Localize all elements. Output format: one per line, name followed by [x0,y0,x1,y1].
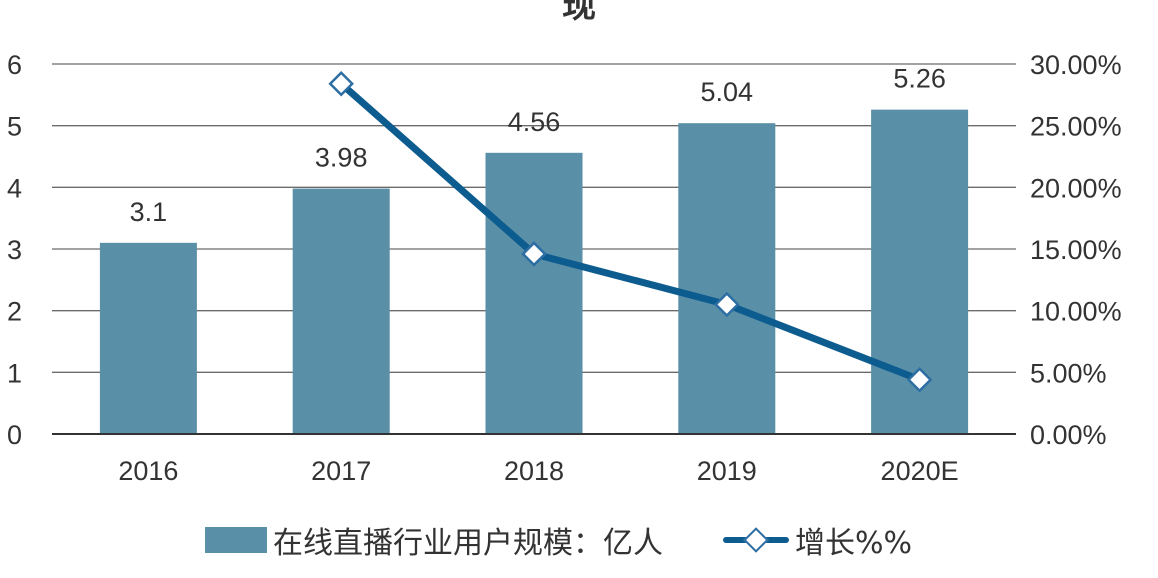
bar [292,188,390,434]
bar-value-label: 5.26 [893,64,946,94]
x-tick-label: 2017 [311,456,371,486]
legend: 在线直播行业用户规模：亿人 增长%% [205,518,912,562]
diamond-marker-icon [714,291,740,318]
right-axis: 0.00% 5.00% 10.00% 15.00% 20.00% 25.00% 30.00% [1030,50,1122,450]
legend-item-line: 增长%% [663,518,912,562]
diamond-marker-icon [521,241,547,267]
chart-plot: 3.1 3.98 4.56 5.04 5.26 0 1 2 3 4 5 6 0.00% 5.00% 10… [7,50,1122,486]
line-diamond-icon [723,525,789,555]
right-tick-label: 25.00% [1030,112,1122,142]
chart-title: 现 [562,0,596,25]
left-tick-label: 3 [7,235,22,265]
bar-series: 3.1 3.98 4.56 5.04 5.26 [99,64,969,435]
left-tick-label: 6 [7,50,22,80]
bar [99,242,197,434]
left-tick-label: 5 [7,112,22,142]
bar [485,152,583,435]
right-tick-label: 0.00% [1030,420,1107,450]
bar-value-label: 4.56 [508,107,561,137]
right-tick-label: 10.00% [1030,297,1122,327]
x-tick-label: 2019 [697,456,757,486]
x-axis: 2016 2017 2018 2019 2020E [52,433,1016,486]
right-tick-label: 15.00% [1030,235,1122,265]
bar-value-label: 3.98 [315,143,368,173]
diamond-marker-icon [906,366,933,393]
legend-line-label: 增长%% [795,526,913,561]
bar-value-label: 3.1 [130,197,168,227]
bar-value-label: 5.04 [701,77,754,107]
legend-bar-label: 在线直播行业用户规模：亿人 [273,526,663,561]
x-tick-label: 2018 [504,456,564,486]
growth-line [338,81,921,383]
x-tick-label: 2020E [881,456,959,486]
left-tick-label: 2 [7,297,22,327]
bar-swatch-icon [205,527,267,553]
left-tick-label: 0 [7,420,22,450]
legend-item-bar: 在线直播行业用户规模：亿人 [205,518,663,562]
right-tick-label: 20.00% [1030,173,1122,203]
bar [678,123,776,434]
diamond-marker-icon [328,70,354,97]
right-tick-label: 30.00% [1030,50,1122,80]
right-tick-label: 5.00% [1030,358,1107,388]
growth-line-series [328,70,933,393]
x-tick-label: 2016 [118,456,178,486]
left-tick-label: 4 [7,173,22,203]
left-axis: 0 1 2 3 4 5 6 [7,50,22,450]
left-tick-label: 1 [7,358,22,388]
